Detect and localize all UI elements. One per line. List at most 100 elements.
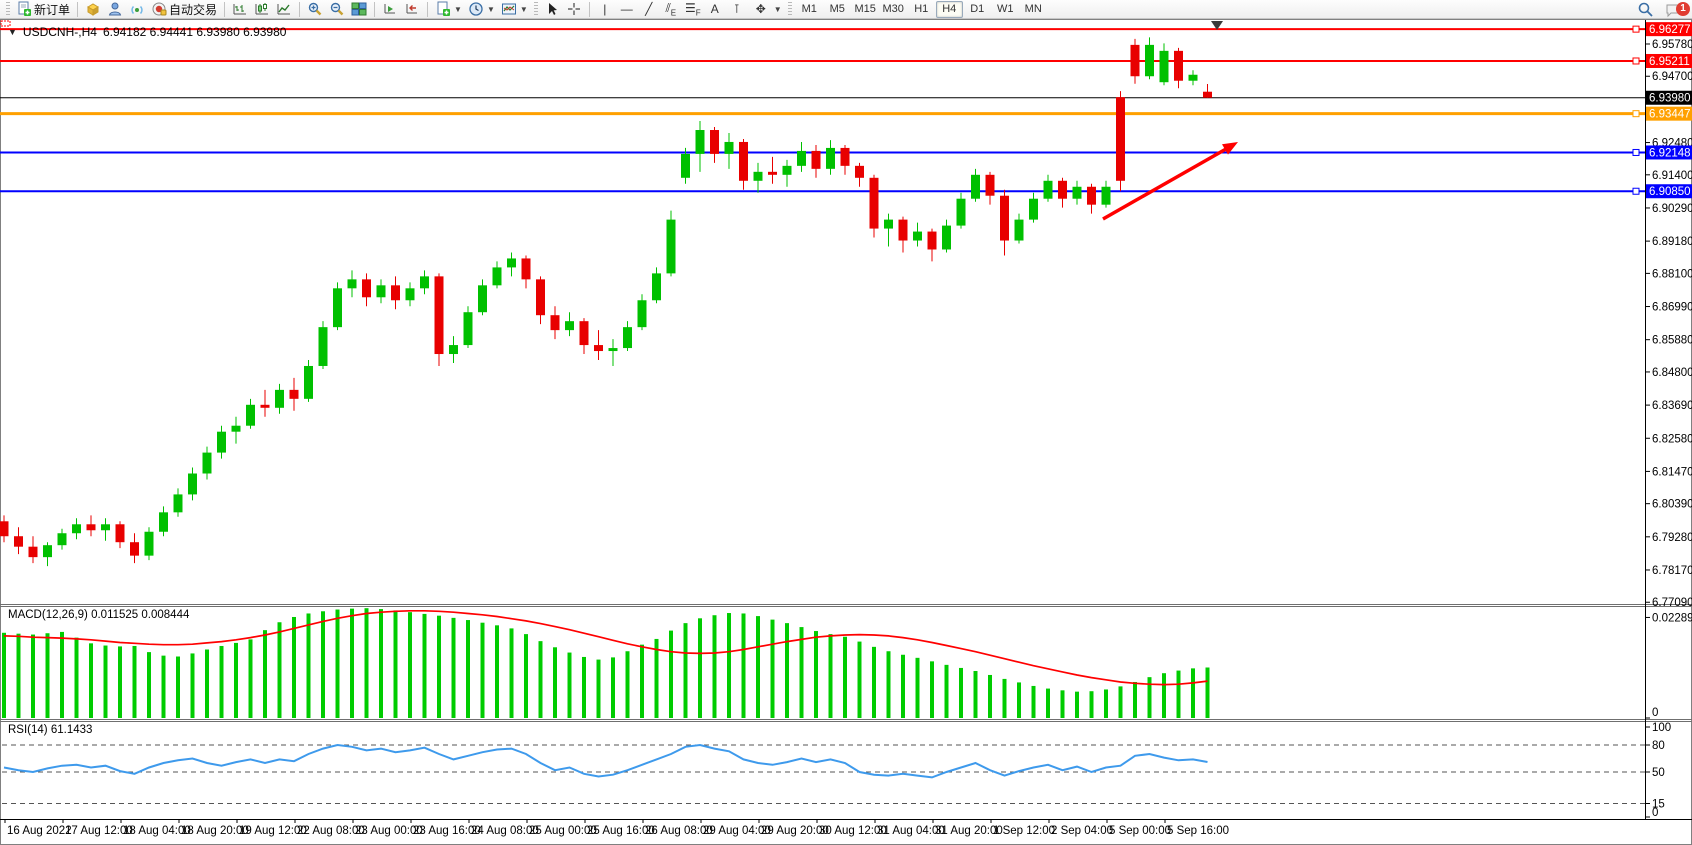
macd-indicator-label[interactable]: MACD(12,26,9) 0.011525 0.008444	[8, 609, 189, 621]
rsi-indicator-label[interactable]: RSI(14) 61.1433	[8, 724, 92, 736]
indicators-button[interactable]: ▼	[499, 1, 530, 18]
candle-body	[1072, 186, 1082, 199]
macd-bar	[524, 634, 528, 718]
price-chart-canvas[interactable]: 6.957806.947006.924806.914006.902906.891…	[0, 19, 1692, 845]
zoom-in-button[interactable]	[305, 1, 325, 18]
macd-bar	[785, 623, 789, 718]
channel-tool[interactable]: ⫽E	[665, 0, 677, 18]
text-label-tool[interactable]: ⊺	[733, 2, 740, 16]
search-button[interactable]	[1635, 1, 1656, 18]
price-tick-label: 6.88100	[1652, 268, 1692, 280]
candle-body	[289, 389, 299, 399]
auto-scroll-icon	[384, 4, 396, 14]
chart-shift-marker[interactable]	[1211, 21, 1223, 30]
signals-icon	[131, 5, 143, 15]
zoom-out-button[interactable]	[327, 1, 347, 18]
svg-text:6.96277: 6.96277	[1649, 24, 1691, 36]
tile-windows-button[interactable]	[349, 1, 369, 18]
autotrading-button[interactable]: 自动交易	[149, 1, 219, 18]
line-chart-button[interactable]	[274, 1, 294, 18]
rsi-pane	[2, 743, 1645, 804]
price-tick-label: 6.83690	[1652, 400, 1692, 412]
candle-body	[739, 141, 748, 181]
zoom-in-icon	[308, 2, 322, 16]
timeframe-h4[interactable]: H4	[935, 0, 963, 18]
macd-bar	[234, 642, 238, 718]
candlesticks	[0, 37, 1212, 567]
macd-bar	[1075, 691, 1079, 718]
chart-title-bar[interactable]: ▼ USDCNH-,H4 6.94182 6.94441 6.93980 6.9…	[8, 25, 286, 39]
svg-text:6.92148: 6.92148	[1649, 147, 1691, 159]
auto-scroll-button[interactable]	[380, 1, 400, 18]
trend-arrow	[1102, 142, 1238, 221]
timeframe-m30[interactable]: M30	[882, 3, 904, 15]
level-handle	[1632, 25, 1640, 33]
time-tick-label: 25 Aug 00:00	[529, 825, 597, 837]
price-tick-label: 6.95780	[1652, 39, 1692, 51]
arrow-shaft[interactable]	[1102, 147, 1227, 221]
signals-button[interactable]	[127, 1, 147, 18]
rsi-tick-label: 100	[1652, 722, 1671, 734]
timeframe-m5[interactable]: M5	[829, 3, 845, 15]
toolbar-gripper[interactable]	[6, 2, 10, 16]
macd-bar	[364, 608, 369, 718]
macd-bar	[495, 625, 499, 718]
price-badge-6.92148: 6.92148	[1646, 145, 1692, 160]
rsi-line	[3, 743, 1208, 779]
text-tool[interactable]: A	[710, 2, 719, 16]
macd-tick-label: 0.022895	[1652, 612, 1692, 624]
macd-bar	[1118, 686, 1123, 718]
horizontal-line-tool[interactable]: —	[620, 2, 633, 16]
market-watch-icon	[87, 3, 99, 16]
trendline-tool[interactable]: ╱	[645, 2, 653, 16]
toolbar-gripper[interactable]	[787, 2, 792, 16]
crosshair-button[interactable]	[564, 1, 584, 18]
candle-body	[1029, 198, 1038, 220]
notifications-button[interactable]: 1	[1658, 1, 1690, 18]
macd-bar	[103, 645, 108, 718]
timeframe-h1[interactable]: H1	[914, 3, 929, 15]
new-order-button[interactable]: 新订单	[14, 1, 72, 18]
price-tick-label: 6.80390	[1652, 499, 1692, 511]
arrows-tool[interactable]: ✥ ▼	[755, 2, 782, 16]
symbol-dropdown-icon[interactable]: ▼	[8, 27, 17, 37]
time-tick-label: 31 Aug 04:00	[877, 825, 945, 837]
periods-button[interactable]: ▼	[466, 1, 497, 18]
candle-body	[130, 542, 139, 556]
macd-bar	[698, 618, 702, 718]
market-watch-button[interactable]	[83, 1, 103, 18]
timeframe-mn[interactable]: MN	[1024, 3, 1042, 15]
macd-bar	[292, 616, 296, 718]
rsi-current-value: 61.1433	[50, 724, 93, 736]
dropdown-arrow-icon: ▼	[454, 4, 462, 14]
toolbar-gripper[interactable]	[533, 2, 538, 16]
separator	[588, 1, 590, 17]
candle-body	[826, 147, 835, 169]
timeframe-d1[interactable]: D1	[970, 3, 985, 15]
separator	[77, 1, 79, 17]
macd-bar	[248, 639, 253, 718]
autotrading-icon	[152, 2, 167, 16]
candlestick-chart-button[interactable]	[252, 1, 272, 18]
macd-bar	[625, 651, 630, 718]
fibonacci-tool[interactable]: ☰F	[684, 0, 701, 18]
cursor-button[interactable]	[542, 1, 562, 18]
new-template-button[interactable]: ▼	[433, 1, 464, 18]
timeframe-m15[interactable]: M15	[854, 3, 876, 15]
macd-bar	[263, 630, 267, 718]
time-tick-label: 5 Sep 00:00	[1109, 825, 1171, 837]
vertical-line-tool[interactable]: |	[603, 2, 607, 16]
timeframe-m1[interactable]: M1	[801, 3, 817, 15]
navigator-button[interactable]	[105, 1, 125, 18]
candle-body	[492, 267, 502, 286]
rsi-name: RSI(14)	[8, 724, 48, 736]
candle-body	[318, 327, 328, 366]
candle-body	[202, 452, 212, 474]
bar-chart-button[interactable]	[230, 1, 250, 18]
chart-shift-button[interactable]	[402, 1, 422, 18]
price-tick-label: 6.85880	[1652, 335, 1692, 347]
arrow-head[interactable]	[1222, 142, 1238, 155]
template-icon	[437, 1, 451, 16]
macd-bar	[132, 645, 137, 718]
timeframe-w1[interactable]: W1	[996, 3, 1014, 15]
